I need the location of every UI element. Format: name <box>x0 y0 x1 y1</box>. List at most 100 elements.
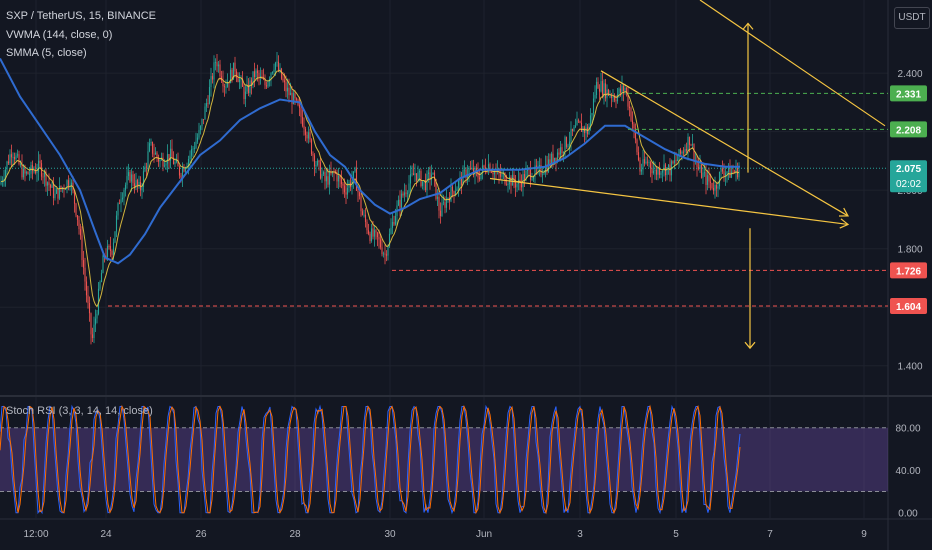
level-tag: 2.331 <box>896 89 921 100</box>
stoch-rsi-legend[interactable]: Stoch RSI (3, 3, 14, 14, close) <box>6 405 153 417</box>
candle-body <box>174 162 175 164</box>
candle-body <box>612 97 613 98</box>
candle-body <box>102 255 103 273</box>
candle-body <box>681 152 682 154</box>
candle-body <box>320 162 321 178</box>
candle-body <box>200 126 201 130</box>
candle-body <box>107 246 108 257</box>
candle-body <box>324 172 325 181</box>
candle-body <box>276 62 277 63</box>
candle-body <box>254 71 255 77</box>
candle-body <box>591 113 592 115</box>
candle-body <box>672 161 673 163</box>
candle-body <box>602 81 603 95</box>
candle-body <box>650 162 651 168</box>
candle-body <box>417 172 418 180</box>
candle-body <box>635 128 636 139</box>
candle-body <box>341 179 342 184</box>
candle-body <box>111 251 112 255</box>
candle-body <box>438 197 439 211</box>
candle-body <box>167 154 168 163</box>
candle-body <box>639 160 640 171</box>
candle-body <box>342 184 343 186</box>
candle-body <box>234 63 235 72</box>
smma-legend[interactable]: SMMA (5, close) <box>6 47 87 59</box>
stoch-tick-label: 40.00 <box>895 466 920 477</box>
candle-body <box>213 62 214 79</box>
candle-body <box>225 87 226 88</box>
candle-body <box>372 228 373 236</box>
candle-body <box>35 171 36 173</box>
candle-body <box>287 88 288 92</box>
candle-body <box>300 108 301 117</box>
vwma-legend[interactable]: VWMA (144, close, 0) <box>6 29 112 41</box>
candle-body <box>380 239 381 247</box>
candle-body <box>80 229 81 235</box>
candle-body <box>92 334 93 338</box>
candle-body <box>638 152 639 160</box>
candle-body <box>629 107 630 108</box>
stoch-tick-label: 80.00 <box>895 424 920 435</box>
candle-body <box>258 73 259 77</box>
candle-body <box>327 176 328 184</box>
candle-body <box>512 175 513 186</box>
candle-body <box>377 232 378 237</box>
candle-body <box>278 62 279 71</box>
candle-body <box>386 254 387 255</box>
candle-body <box>348 183 349 188</box>
candle-body <box>597 82 598 89</box>
candle-body <box>15 155 16 159</box>
candle-body <box>197 138 198 142</box>
candle-body <box>428 173 429 174</box>
candle-body <box>405 192 406 193</box>
candle-body <box>365 215 366 222</box>
candle-body <box>374 230 375 236</box>
candle-body <box>101 273 102 282</box>
candle-body <box>419 171 420 172</box>
candle-body <box>75 204 76 216</box>
candle-body <box>366 222 367 230</box>
candle-body <box>722 168 723 171</box>
candle-body <box>615 100 616 101</box>
candle-body <box>444 202 445 207</box>
candle-body <box>51 184 52 187</box>
candle-body <box>566 137 567 147</box>
candle-body <box>590 115 591 126</box>
candle-body <box>470 168 471 169</box>
currency-unit-button[interactable]: USDT <box>894 7 930 29</box>
candle-body <box>620 89 621 93</box>
candle-body <box>303 126 304 129</box>
candle-body <box>344 186 345 193</box>
candle-body <box>243 87 244 99</box>
candle-body <box>726 172 727 173</box>
candle-body <box>491 172 492 173</box>
candle-body <box>95 319 96 325</box>
candle-body <box>452 187 453 192</box>
candle-body <box>159 160 160 162</box>
candle-body <box>392 222 393 228</box>
candle-body <box>245 92 246 99</box>
candle-body <box>267 82 268 87</box>
candle-body <box>210 76 211 87</box>
candle-body <box>357 191 358 192</box>
candle-body <box>633 124 634 128</box>
candle-body <box>623 86 624 91</box>
candle-body <box>383 254 384 255</box>
candle-body <box>255 71 256 78</box>
candle-body <box>552 154 553 163</box>
candle-body <box>260 76 261 77</box>
candle-body <box>359 192 360 196</box>
candle-body <box>369 234 370 241</box>
candle-body <box>132 174 133 183</box>
candle-body <box>516 184 517 187</box>
candle-body <box>164 166 165 167</box>
candle-body <box>561 147 562 153</box>
candle-body <box>575 126 576 128</box>
candle-body <box>579 121 580 123</box>
symbol-title[interactable]: SXP / TetherUS, 15, BINANCE <box>6 10 156 22</box>
candle-body <box>714 185 715 191</box>
candle-body <box>450 187 451 202</box>
candle-body <box>362 211 363 215</box>
candle-body <box>179 166 180 175</box>
